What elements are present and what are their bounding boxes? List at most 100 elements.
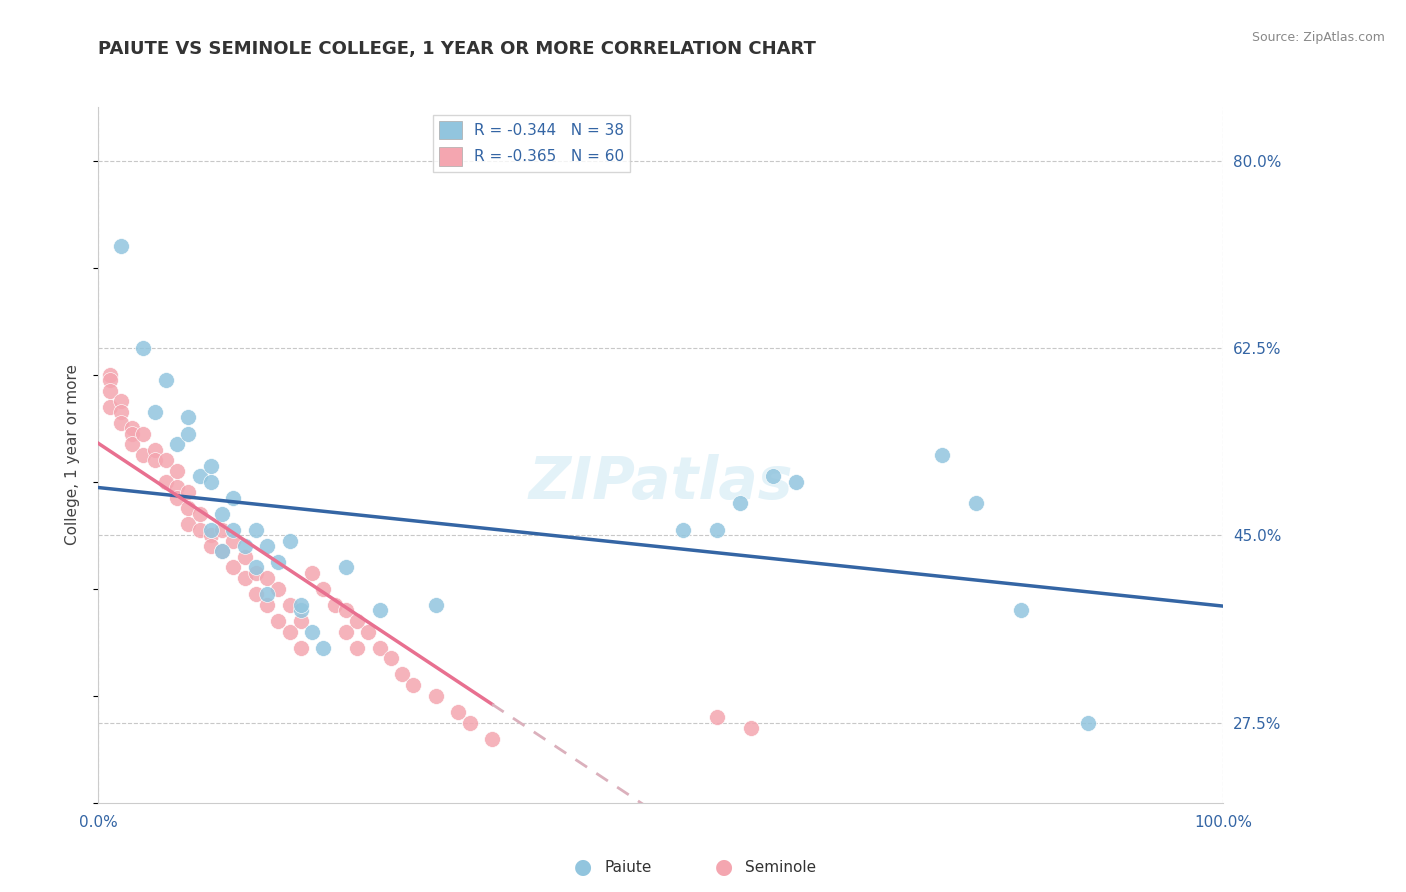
- Text: Paiute: Paiute: [605, 860, 652, 874]
- Point: [200, 539, 222, 553]
- Point: [121, 437, 143, 451]
- Point: [368, 640, 391, 655]
- Point: [211, 523, 233, 537]
- Point: [200, 458, 222, 473]
- Point: [278, 598, 301, 612]
- Point: [312, 582, 335, 596]
- Point: [256, 587, 278, 601]
- Point: [965, 496, 987, 510]
- Point: [762, 469, 785, 483]
- Point: [121, 426, 143, 441]
- Point: [380, 651, 402, 665]
- Point: [256, 539, 278, 553]
- Point: [931, 448, 953, 462]
- Point: [312, 640, 335, 655]
- Point: [278, 533, 301, 548]
- Point: [177, 517, 200, 532]
- Point: [256, 571, 278, 585]
- Point: [357, 624, 380, 639]
- Point: [222, 523, 245, 537]
- Point: [166, 491, 188, 505]
- Point: [132, 448, 155, 462]
- Point: [110, 405, 132, 419]
- Point: [98, 368, 121, 382]
- Point: [155, 453, 177, 467]
- Point: [346, 614, 368, 628]
- Text: ZIPatlas: ZIPatlas: [529, 454, 793, 511]
- Point: [256, 598, 278, 612]
- Point: [211, 544, 233, 558]
- Point: [267, 555, 290, 569]
- Text: ●: ●: [575, 857, 592, 877]
- Point: [402, 678, 425, 692]
- Point: [335, 624, 357, 639]
- Point: [177, 410, 200, 425]
- Point: [290, 603, 312, 617]
- Point: [785, 475, 807, 489]
- Point: [188, 469, 211, 483]
- Point: [121, 421, 143, 435]
- Point: [1010, 603, 1032, 617]
- Point: [706, 710, 728, 724]
- Point: [143, 453, 166, 467]
- Point: [740, 721, 762, 735]
- Point: [233, 571, 256, 585]
- Point: [110, 394, 132, 409]
- Point: [706, 523, 728, 537]
- Point: [672, 523, 695, 537]
- Point: [301, 624, 323, 639]
- Point: [245, 587, 267, 601]
- Point: [481, 731, 503, 746]
- Point: [222, 491, 245, 505]
- Point: [110, 416, 132, 430]
- Point: [98, 373, 121, 387]
- Point: [391, 667, 413, 681]
- Point: [290, 640, 312, 655]
- Text: ●: ●: [716, 857, 733, 877]
- Point: [290, 614, 312, 628]
- Point: [200, 475, 222, 489]
- Point: [98, 400, 121, 414]
- Point: [166, 464, 188, 478]
- Y-axis label: College, 1 year or more: College, 1 year or more: [65, 365, 80, 545]
- Point: [166, 480, 188, 494]
- Point: [177, 426, 200, 441]
- Text: PAIUTE VS SEMINOLE COLLEGE, 1 YEAR OR MORE CORRELATION CHART: PAIUTE VS SEMINOLE COLLEGE, 1 YEAR OR MO…: [98, 40, 817, 58]
- Point: [211, 544, 233, 558]
- Point: [1077, 715, 1099, 730]
- Point: [222, 560, 245, 574]
- Point: [155, 373, 177, 387]
- Point: [278, 624, 301, 639]
- Point: [200, 528, 222, 542]
- Point: [290, 598, 312, 612]
- Point: [222, 533, 245, 548]
- Point: [211, 507, 233, 521]
- Point: [143, 442, 166, 457]
- Point: [177, 501, 200, 516]
- Point: [188, 507, 211, 521]
- Point: [447, 705, 470, 719]
- Text: Source: ZipAtlas.com: Source: ZipAtlas.com: [1251, 31, 1385, 45]
- Point: [335, 560, 357, 574]
- Point: [143, 405, 166, 419]
- Point: [267, 614, 290, 628]
- Point: [346, 640, 368, 655]
- Point: [458, 715, 481, 730]
- Point: [245, 560, 267, 574]
- Point: [245, 566, 267, 580]
- Point: [335, 603, 357, 617]
- Point: [368, 603, 391, 617]
- Point: [301, 566, 323, 580]
- Point: [233, 539, 256, 553]
- Point: [323, 598, 346, 612]
- Point: [267, 582, 290, 596]
- Point: [425, 598, 447, 612]
- Point: [132, 426, 155, 441]
- Point: [98, 384, 121, 398]
- Point: [132, 341, 155, 355]
- Point: [188, 523, 211, 537]
- Point: [728, 496, 751, 510]
- Point: [155, 475, 177, 489]
- Text: Seminole: Seminole: [745, 860, 817, 874]
- Point: [245, 523, 267, 537]
